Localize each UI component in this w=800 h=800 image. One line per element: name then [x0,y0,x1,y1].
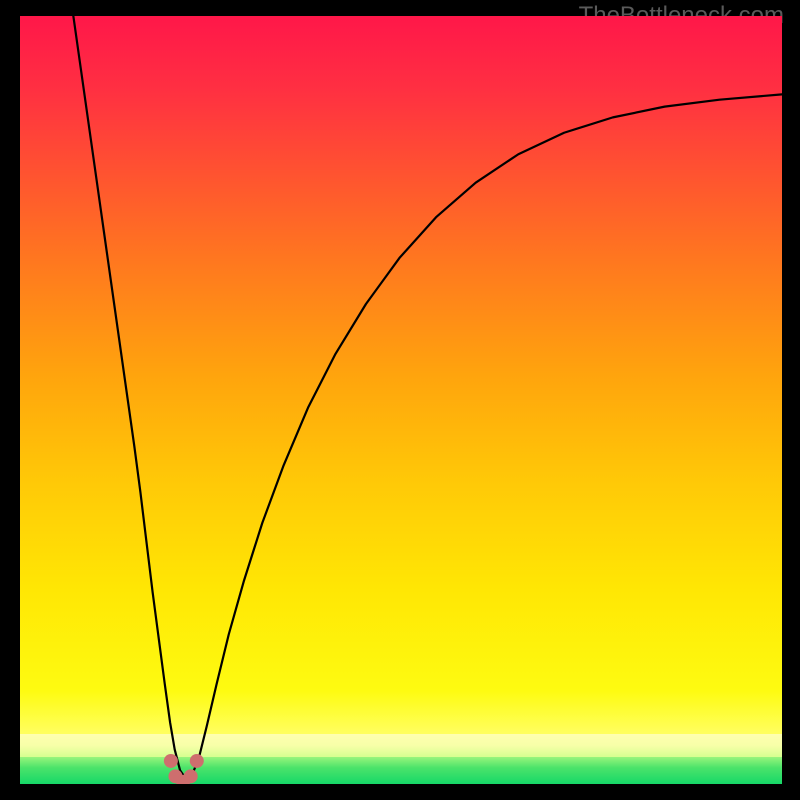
valley-marker-0 [164,754,178,768]
valley-marker-4 [190,754,204,768]
bottleneck-curve [73,16,782,779]
bottleneck-curve-svg [20,16,782,784]
chart-stage: TheBottleneck.com [0,0,800,800]
valley-marker-3 [184,769,198,783]
plot-area [20,16,782,784]
